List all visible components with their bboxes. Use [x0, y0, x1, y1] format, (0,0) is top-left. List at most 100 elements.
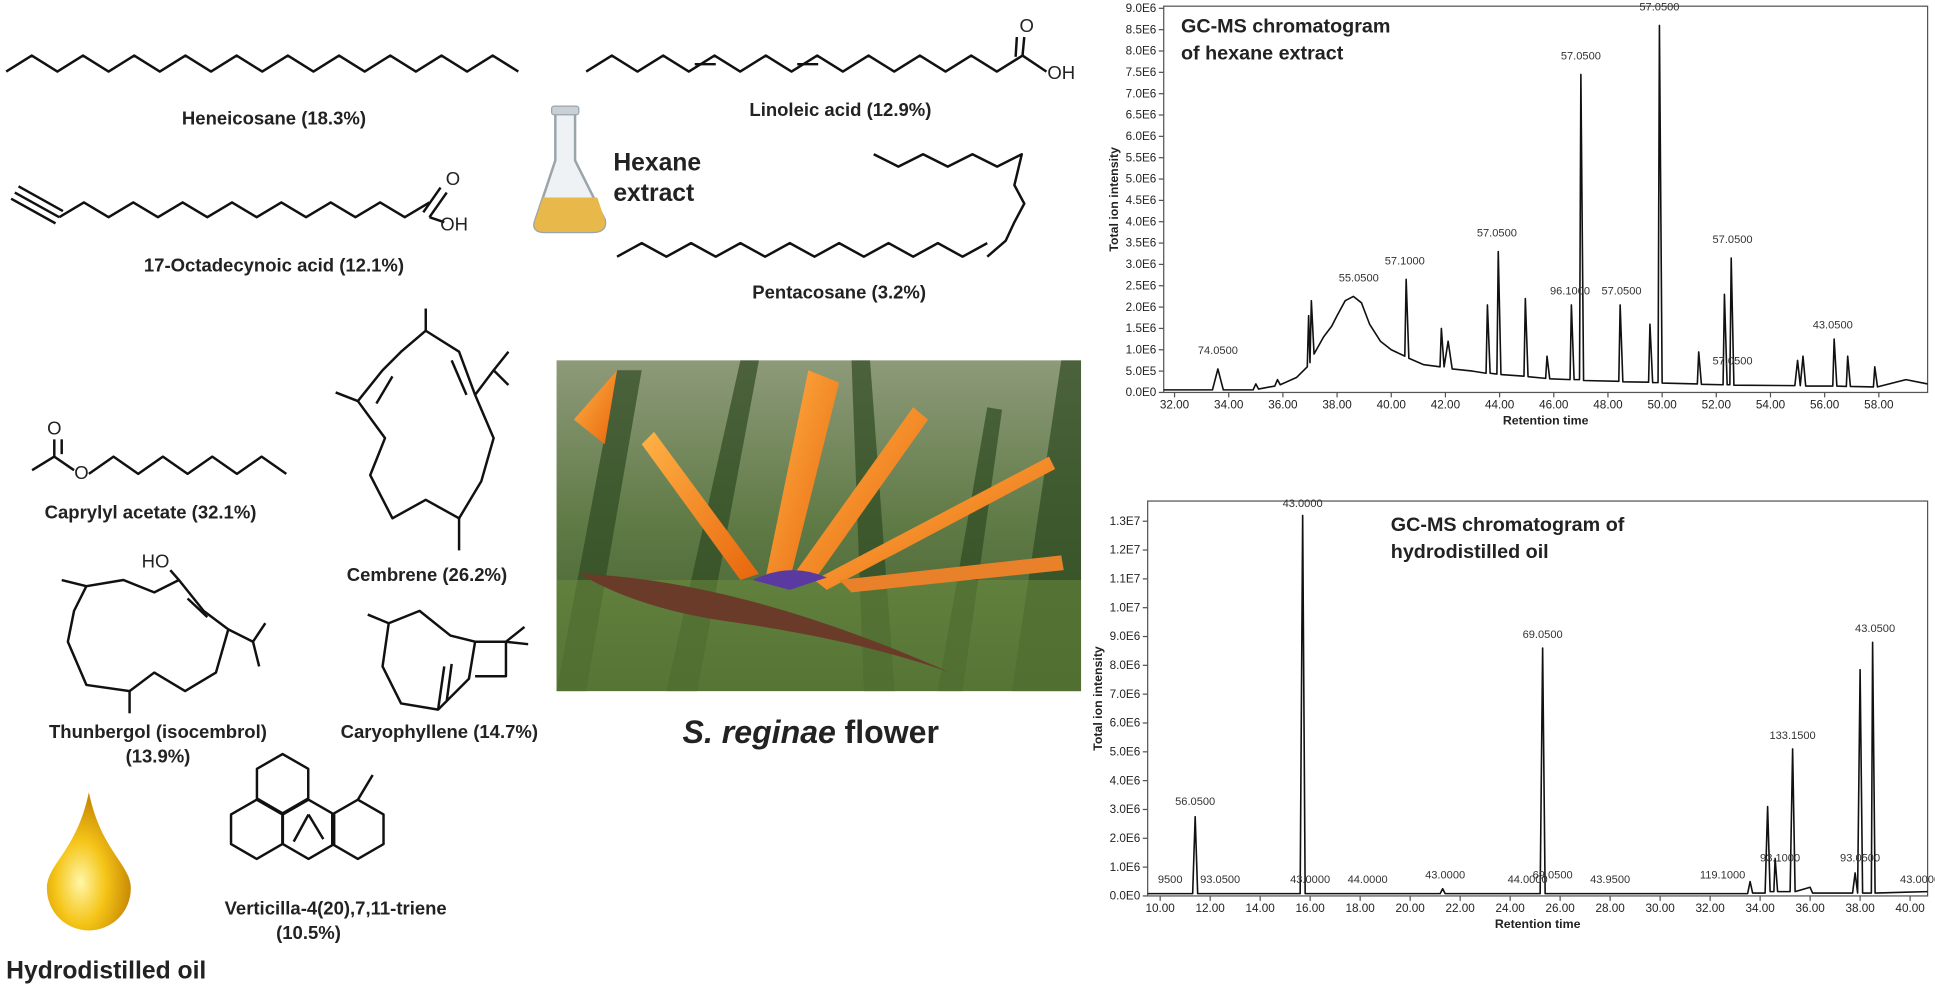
hexane-label: Hexane — [613, 149, 701, 176]
chart-title: of hexane extract — [1181, 43, 1344, 65]
y-tick-label: 2.5E6 — [1126, 279, 1157, 292]
compound-name: Pentacosane (3.2%) — [752, 282, 926, 303]
peak-label: 43.9500 — [1590, 874, 1630, 886]
bond — [505, 625, 526, 643]
bond — [356, 774, 374, 801]
x-tick-label: 22.00 — [1445, 902, 1475, 915]
x-tick-label: 48.00 — [1593, 398, 1623, 411]
oil-drop-icon — [46, 792, 131, 931]
bond — [422, 186, 442, 213]
y-tick-label: 9.0E6 — [1126, 2, 1157, 15]
compound-name: (10.5%) — [276, 922, 341, 943]
x-tick-label: 40.00 — [1895, 902, 1925, 915]
y-tick-label: 3.5E6 — [1126, 237, 1157, 250]
x-tick-label: 26.00 — [1545, 902, 1575, 915]
bond — [474, 350, 510, 396]
peak-label: 43.0500 — [1855, 623, 1895, 635]
x-tick-label: 28.00 — [1595, 902, 1625, 915]
y-tick-label: 3.0E6 — [1110, 803, 1141, 816]
x-tick-label: 18.00 — [1345, 902, 1375, 915]
bond — [61, 578, 87, 588]
x-tick-label: 32.00 — [1160, 398, 1190, 411]
x-tick-label: 54.00 — [1756, 398, 1786, 411]
y-tick-label: 6.0E6 — [1126, 130, 1157, 143]
peak-label: 69.0500 — [1523, 629, 1563, 641]
y-tick-label: 8.0E6 — [1126, 45, 1157, 58]
bond — [169, 569, 180, 581]
bond — [475, 640, 508, 678]
atom-label: HO — [142, 551, 170, 572]
bond — [53, 455, 75, 472]
x-tick-label: 24.00 — [1495, 902, 1525, 915]
flower-label: S. reginae flower — [683, 714, 939, 750]
peak-label: 43.0000 — [1290, 874, 1330, 886]
y-tick-label: 7.0E6 — [1126, 87, 1157, 100]
bond — [1021, 54, 1048, 73]
x-tick-label: 46.00 — [1539, 398, 1569, 411]
x-axis-label: Retention time — [1495, 917, 1581, 931]
flask-icon — [533, 105, 607, 234]
bond — [450, 359, 468, 396]
atom-label: O — [74, 462, 88, 483]
peak-label: 57.0500 — [1601, 285, 1641, 297]
x-tick-label: 40.00 — [1377, 398, 1407, 411]
peak-label: 93.1000 — [1760, 852, 1800, 864]
compound-name: (13.9%) — [126, 746, 191, 767]
bond — [227, 622, 267, 643]
peak-label: 57.0500 — [1477, 228, 1517, 240]
hexane-label: extract — [613, 180, 694, 207]
y-tick-label: 4.0E6 — [1126, 215, 1157, 228]
bond — [873, 153, 1026, 258]
bond — [492, 369, 510, 386]
x-tick-label: 34.00 — [1745, 902, 1775, 915]
x-axis-label: Retention time — [1503, 414, 1589, 428]
x-tick-label: 16.00 — [1295, 902, 1325, 915]
y-tick-label: 5.5E6 — [1126, 151, 1157, 164]
x-tick-label: 56.00 — [1810, 398, 1840, 411]
x-tick-label: 34.00 — [1214, 398, 1244, 411]
x-tick-label: 38.00 — [1322, 398, 1352, 411]
oil-label: Hydrodistilled oil — [6, 958, 206, 985]
bond — [330, 798, 385, 861]
bond — [10, 197, 57, 225]
peak-label: 93.0500 — [1200, 874, 1240, 886]
chart-title: GC-MS chromatogram of — [1391, 514, 1625, 536]
y-tick-label: 0.0E0 — [1110, 890, 1141, 903]
x-tick-label: 50.00 — [1647, 398, 1677, 411]
molecule-structures — [5, 36, 1048, 861]
peak-label: 74.0500 — [1198, 345, 1238, 357]
y-tick-label: 1.1E7 — [1110, 573, 1141, 586]
y-tick-label: 2.0E6 — [1126, 301, 1157, 314]
y-tick-label: 1.0E6 — [1110, 861, 1141, 874]
y-tick-label: 7.0E6 — [1110, 688, 1141, 701]
chromatogram-line — [1147, 514, 1928, 895]
x-tick-label: 44.00 — [1485, 398, 1515, 411]
compound-name: Caryophyllene (14.7%) — [341, 721, 538, 742]
y-tick-label: 1.3E7 — [1110, 515, 1141, 528]
y-axis-label: Total ion intensity — [1107, 147, 1121, 252]
bond — [429, 216, 445, 224]
y-tick-label: 8.0E6 — [1110, 659, 1141, 672]
bond — [31, 439, 56, 472]
atom-label: O — [1020, 15, 1034, 36]
x-tick-label: 38.00 — [1845, 902, 1875, 915]
plot-frame — [1163, 5, 1929, 394]
peak-label: 9500 — [1158, 874, 1183, 886]
peak-label: 57.0500 — [1561, 51, 1601, 63]
peak-label: 43.0500 — [1813, 319, 1853, 331]
bond — [445, 663, 453, 702]
peak-label: 57.1000 — [1385, 255, 1425, 267]
y-tick-label: 6.5E6 — [1126, 109, 1157, 122]
bond — [428, 191, 448, 218]
x-tick-label: 14.00 — [1245, 902, 1275, 915]
bond — [292, 813, 310, 843]
x-tick-label: 36.00 — [1795, 902, 1825, 915]
chromatograms: GC-MS chromatogram of hexane extract 32.00… — [1091, 1, 1935, 931]
peak-label: 43.0000 — [1425, 870, 1465, 882]
compound-name: Linoleic acid (12.9%) — [749, 99, 931, 120]
y-tick-label: 4.0E6 — [1110, 774, 1141, 787]
bond — [381, 609, 477, 711]
peak-label: 133.1500 — [1769, 730, 1815, 742]
species-name: S. reginae — [683, 714, 836, 750]
y-tick-label: 8.5E6 — [1126, 23, 1157, 36]
